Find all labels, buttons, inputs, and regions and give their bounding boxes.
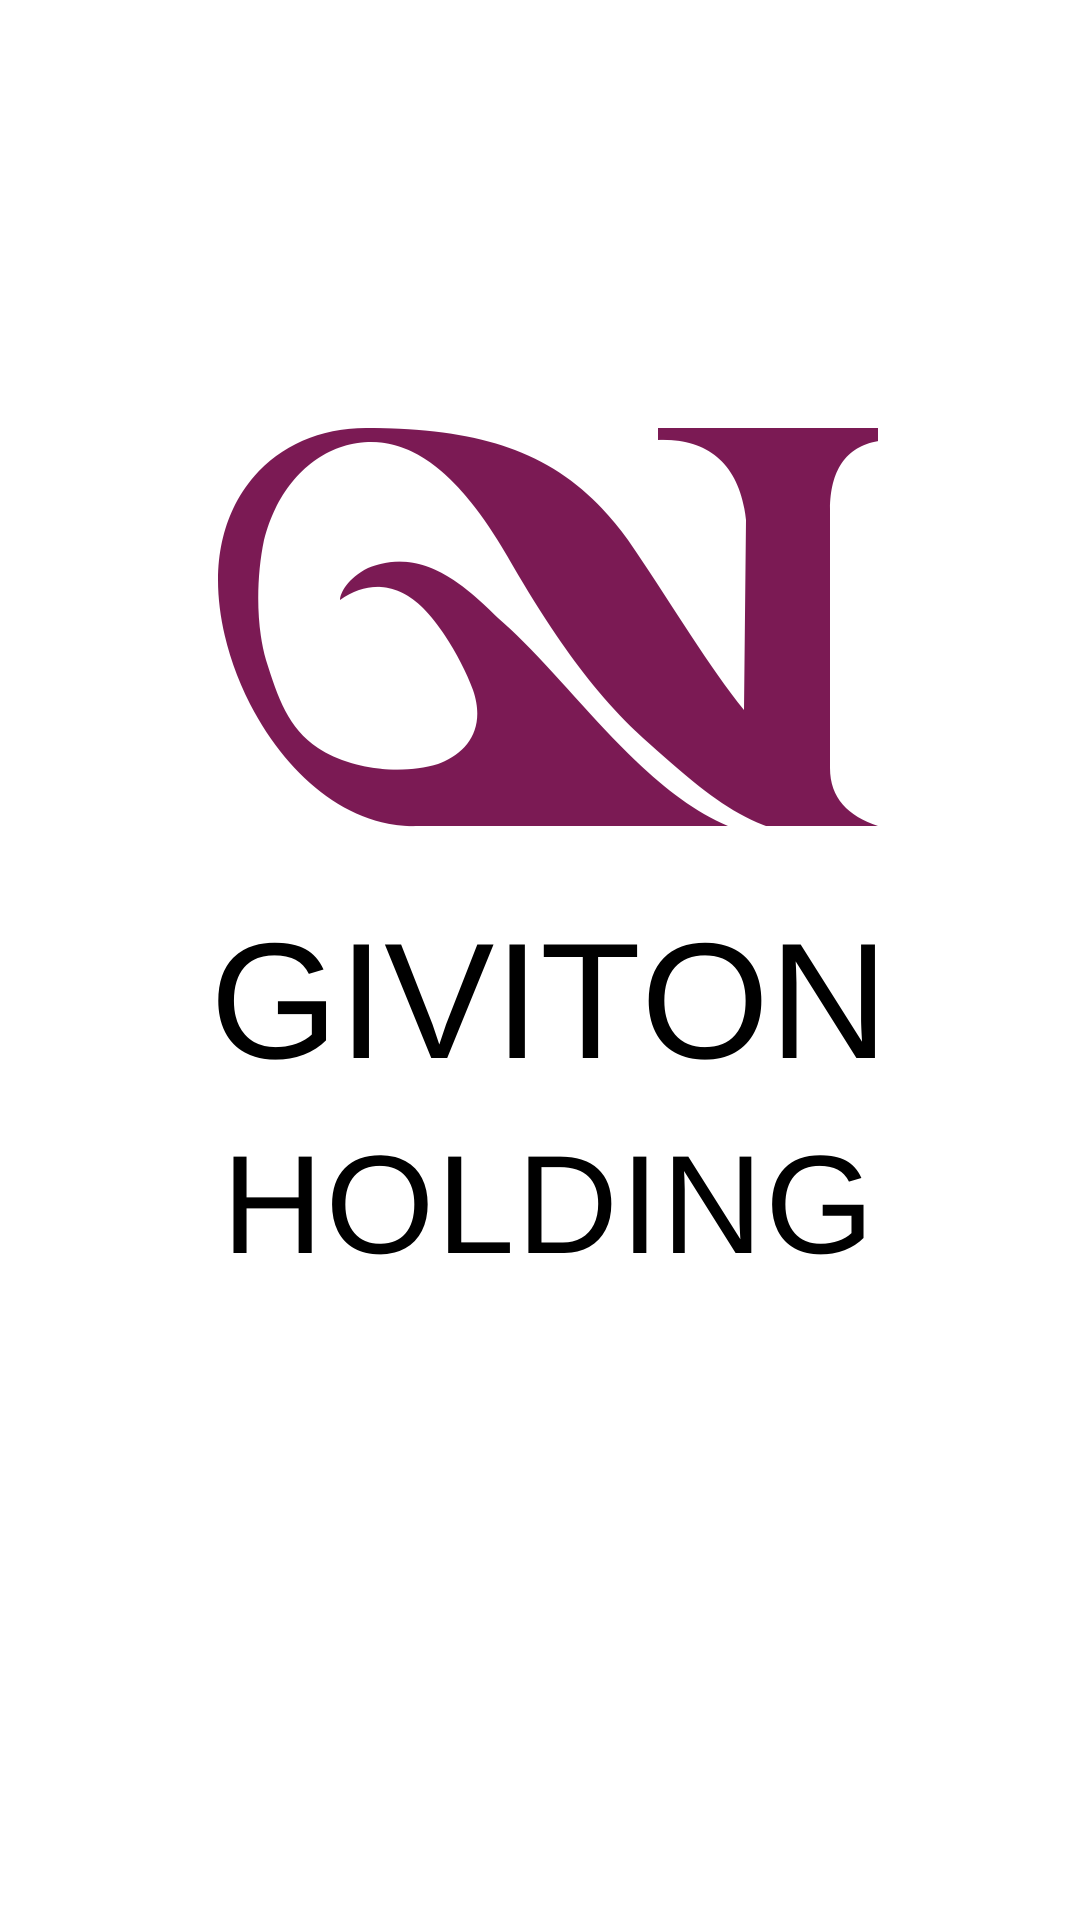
brand-letter: T (540, 908, 641, 1093)
brand-letter: I (620, 1126, 660, 1283)
brand-letter: O (640, 908, 770, 1093)
brand-letter: N (661, 1126, 763, 1283)
brand-letter: N (769, 908, 889, 1093)
brand-letter: G (765, 1126, 874, 1283)
brand-letter: I (494, 908, 541, 1093)
brand-letter: G (210, 908, 339, 1093)
brand-letter: O (325, 1126, 435, 1283)
brand-letter: I (338, 908, 385, 1093)
monogram-gn-logo-icon (218, 428, 878, 828)
brand-letter: L (436, 1126, 515, 1283)
brand-letter: V (384, 908, 495, 1093)
brand-letter: D (516, 1126, 619, 1283)
brand-letter: H (222, 1126, 324, 1283)
